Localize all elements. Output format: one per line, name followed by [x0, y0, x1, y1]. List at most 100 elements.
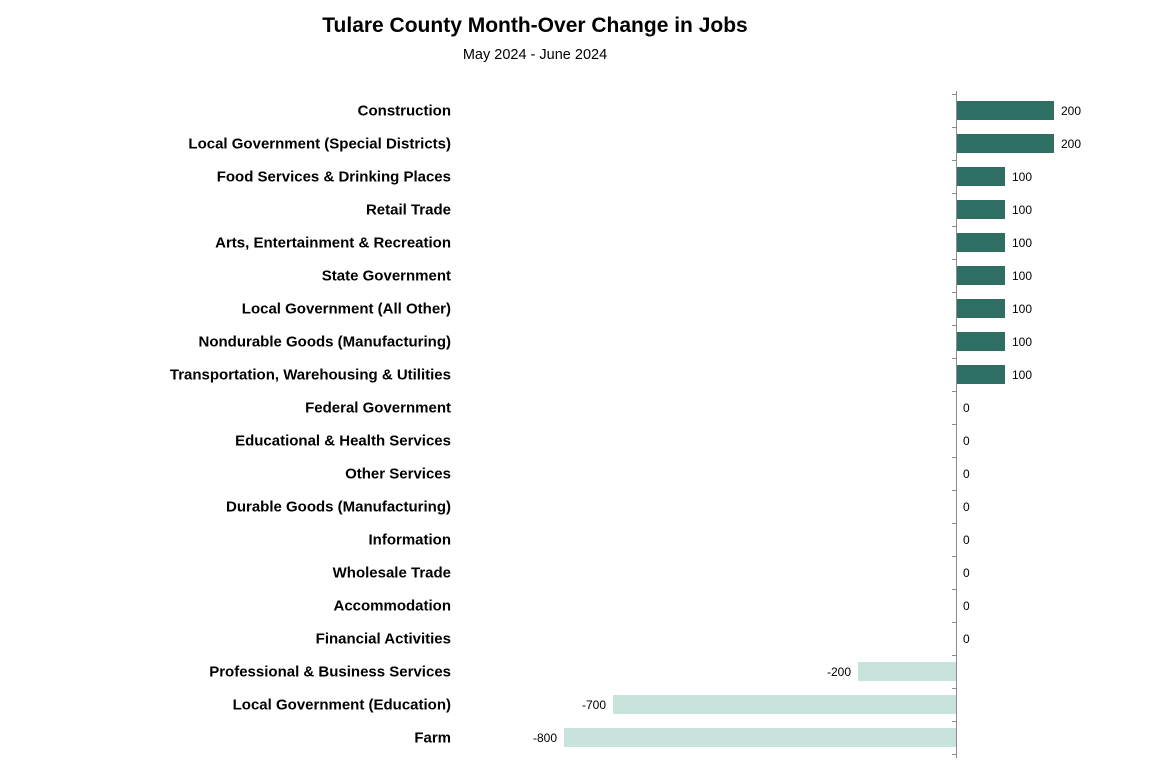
category-label: Arts, Entertainment & Recreation	[215, 234, 451, 251]
category-label: Professional & Business Services	[209, 663, 451, 680]
bar-cell: 0	[451, 490, 1170, 523]
category-label: Federal Government	[305, 399, 451, 416]
value-label: 100	[1012, 235, 1033, 250]
axis-tick	[952, 358, 956, 359]
chart-row: Information 0	[0, 523, 1170, 556]
value-label: 100	[1012, 268, 1033, 283]
bar-cell: 100	[451, 325, 1170, 358]
category-label: Transportation, Warehousing & Utilities	[169, 366, 451, 383]
value-label: 100	[1012, 334, 1033, 349]
value-label: 0	[963, 598, 970, 613]
plot-area: Construction 200 Local Government (Special…	[0, 91, 1170, 758]
chart-title: Tulare County Month-Over Change in Jobs	[322, 14, 748, 37]
negative-bar	[858, 662, 956, 681]
bar-cell: -700	[451, 688, 1170, 721]
chart-row: Federal Government 0	[0, 391, 1170, 424]
chart-row: Arts, Entertainment & Recreation 100	[0, 226, 1170, 259]
axis-tick	[952, 490, 956, 491]
axis-tick	[952, 259, 956, 260]
value-label: 0	[963, 565, 970, 580]
axis-tick	[952, 622, 956, 623]
positive-bar	[956, 299, 1005, 318]
positive-bar	[956, 101, 1054, 120]
positive-bar	[956, 332, 1005, 351]
bar-cell: 0	[451, 457, 1170, 490]
bar-cell: 100	[451, 160, 1170, 193]
chart-row: Durable Goods (Manufacturing) 0	[0, 490, 1170, 523]
value-label: 0	[963, 400, 970, 415]
chart-row: State Government 100	[0, 259, 1170, 292]
value-label: 100	[1012, 301, 1033, 316]
bar-cell: 100	[451, 358, 1170, 391]
positive-bar	[956, 365, 1005, 384]
axis-tick	[952, 160, 956, 161]
bar-cell: 0	[451, 523, 1170, 556]
chart-row: Nondurable Goods (Manufacturing) 100	[0, 325, 1170, 358]
chart-row: Local Government (All Other) 100	[0, 292, 1170, 325]
axis-tick	[952, 457, 956, 458]
bar-cell: 200	[451, 127, 1170, 160]
category-label: Educational & Health Services	[235, 432, 451, 449]
value-label: -800	[532, 730, 557, 745]
category-label: Wholesale Trade	[332, 564, 451, 581]
axis-tick	[952, 655, 956, 656]
chart-row: Professional & Business Services -200	[0, 655, 1170, 688]
value-label: 0	[963, 433, 970, 448]
axis-tick	[952, 292, 956, 293]
category-label: Accommodation	[333, 597, 451, 614]
chart-row: Accommodation 0	[0, 589, 1170, 622]
negative-bar	[613, 695, 956, 714]
chart-row: Farm -800	[0, 721, 1170, 754]
bar-cell: 100	[451, 259, 1170, 292]
chart-row: Construction 200	[0, 94, 1170, 127]
category-label: Retail Trade	[365, 201, 451, 218]
chart-row: Wholesale Trade 0	[0, 556, 1170, 589]
category-axis-line	[956, 91, 957, 758]
category-label: Information	[368, 531, 452, 548]
category-label: Financial Activities	[315, 630, 451, 647]
chart-row: Educational & Health Services 0	[0, 424, 1170, 457]
bar-cell: 0	[451, 622, 1170, 655]
axis-tick	[952, 226, 956, 227]
bar-cell: 0	[451, 556, 1170, 589]
negative-bar	[564, 728, 956, 747]
chart-row: Local Government (Education) -700	[0, 688, 1170, 721]
bar-cell: 0	[451, 391, 1170, 424]
positive-bar	[956, 167, 1005, 186]
category-label: Farm	[414, 729, 451, 746]
axis-tick	[952, 721, 956, 722]
value-label: 0	[963, 631, 970, 646]
category-label: Construction	[357, 102, 451, 119]
axis-tick	[952, 754, 956, 755]
value-label: 0	[963, 532, 970, 547]
axis-tick	[952, 589, 956, 590]
chart-header: Tulare County Month-Over Change in Jobs …	[0, 0, 1070, 64]
category-label: Nondurable Goods (Manufacturing)	[198, 333, 452, 350]
bar-cell: -200	[451, 655, 1170, 688]
bar-cell: 0	[451, 589, 1170, 622]
chart-row: Food Services & Drinking Places 100	[0, 160, 1170, 193]
value-label: 100	[1012, 367, 1033, 382]
bar-cell: 200	[451, 94, 1170, 127]
positive-bar	[956, 233, 1005, 252]
axis-tick	[952, 391, 956, 392]
axis-tick	[952, 193, 956, 194]
positive-bar	[956, 200, 1005, 219]
category-label: State Government	[321, 267, 451, 284]
bar-cell: 100	[451, 292, 1170, 325]
value-label: 200	[1061, 136, 1082, 151]
positive-bar	[956, 266, 1005, 285]
axis-tick	[952, 94, 956, 95]
chart-row: Financial Activities 0	[0, 622, 1170, 655]
axis-tick	[952, 688, 956, 689]
chart-row: Transportation, Warehousing & Utilities 1…	[0, 358, 1170, 391]
value-label: 200	[1061, 103, 1082, 118]
category-label: Local Government (All Other)	[241, 300, 451, 317]
bar-cell: 0	[451, 424, 1170, 457]
category-label: Local Government (Special Districts)	[188, 135, 451, 152]
bar-cell: 100	[451, 193, 1170, 226]
value-label: 0	[963, 499, 970, 514]
axis-tick	[952, 325, 956, 326]
positive-bar	[956, 134, 1054, 153]
chart-row: Retail Trade 100	[0, 193, 1170, 226]
